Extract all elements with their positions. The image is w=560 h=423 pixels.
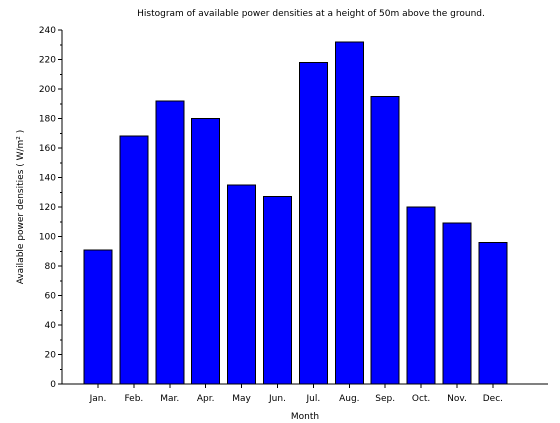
chart-title: Histogram of available power densities a… (137, 9, 485, 19)
x-tick-label: Dec. (483, 394, 503, 404)
bar (191, 118, 221, 385)
x-axis: Jan. Feb. Mar. Apr. May Jun. Jul. Aug. Sep. Oct. N… (62, 383, 548, 404)
bar (298, 61, 328, 385)
y-tick-label: 140 (39, 174, 56, 184)
x-tick-label: Jun. (268, 394, 286, 404)
bars (83, 41, 508, 385)
bar (227, 184, 257, 385)
y-tick-label: 40 (45, 321, 57, 331)
y-tick-label: 120 (39, 203, 56, 213)
y-tick-label: 220 (39, 56, 56, 66)
y-tick-label: 80 (45, 262, 57, 272)
x-tick-label: Feb. (125, 394, 144, 404)
x-axis-label: Month (291, 412, 319, 422)
x-tick-label: Nov. (447, 394, 467, 404)
y-tick-label: 20 (45, 351, 57, 361)
y-axis: 0 20 40 60 80 100 120 140 160 180 200 220 240 (39, 26, 63, 390)
y-tick-label: 240 (39, 26, 56, 36)
y-tick-label: 60 (45, 292, 57, 302)
bar (119, 135, 149, 385)
bar (334, 41, 364, 385)
bar (83, 249, 113, 385)
y-tick-label: 0 (50, 380, 56, 390)
x-tick-label: Aug. (339, 394, 359, 404)
bar (155, 100, 185, 385)
bar (478, 241, 508, 385)
y-tick-label: 160 (39, 144, 56, 154)
bar (442, 222, 472, 385)
y-tick-label: 100 (39, 233, 56, 243)
x-tick-label: Mar. (160, 394, 179, 404)
y-tick-label: 180 (39, 115, 56, 125)
x-tick-label: May (232, 394, 251, 404)
x-tick-label: Oct. (412, 394, 430, 404)
x-tick-label: Apr. (197, 394, 215, 404)
bar (406, 206, 436, 385)
bar (370, 95, 400, 385)
x-tick-label: Jan. (89, 394, 107, 404)
y-axis-label: Available power densities ( W/m² ) (16, 130, 26, 285)
y-tick-label: 200 (39, 85, 56, 95)
bar (263, 196, 292, 385)
x-tick-label: Sep. (375, 394, 395, 404)
x-tick-label: Jul. (306, 394, 321, 404)
